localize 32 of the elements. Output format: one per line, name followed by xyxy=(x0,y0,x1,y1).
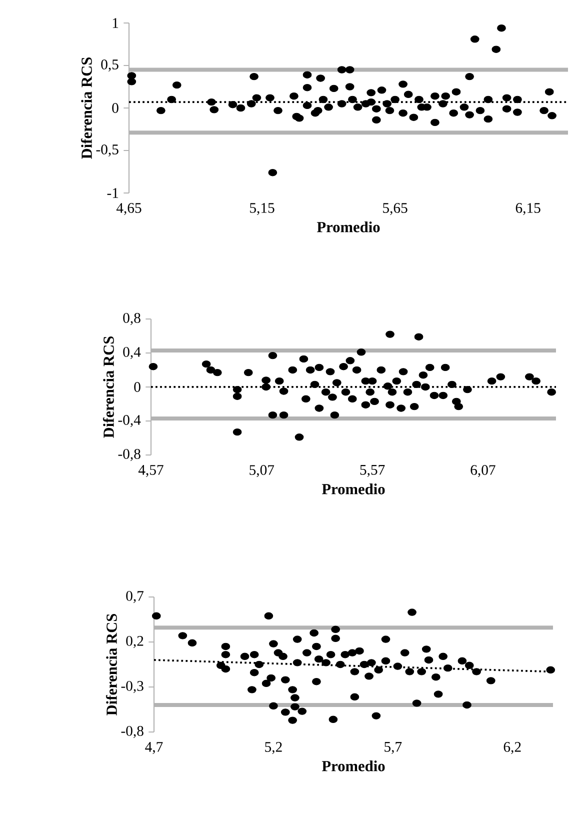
x-tick-label: 4,65 xyxy=(116,203,142,216)
x-tick-label: 5,07 xyxy=(250,465,274,478)
y-tick-label: 0 xyxy=(134,382,140,392)
y-tick-label: 0,4 xyxy=(123,346,141,359)
y-tick-label: -1 xyxy=(107,188,118,198)
x-tick-label: 4,7 xyxy=(145,742,163,754)
y-tick-label: 0 xyxy=(112,103,118,113)
x-tick-label: 5,7 xyxy=(384,742,402,754)
y-tick-label: -0,8 xyxy=(121,726,144,738)
x-axis-title: Promedio xyxy=(322,760,385,772)
y-axis-title: Diferencia RCS xyxy=(80,57,92,159)
y-tick-label: 0,7 xyxy=(126,590,144,603)
y-tick-label: -0,5 xyxy=(96,144,118,157)
x-axis-title: Promedio xyxy=(316,221,380,232)
x-tick-label: 5,2 xyxy=(265,742,282,754)
x-tick-label: 6,2 xyxy=(504,742,521,754)
x-tick-label: 5,15 xyxy=(250,203,274,215)
x-axis-title: Promedio xyxy=(322,484,385,494)
y-tick-label: 1 xyxy=(112,18,118,28)
x-tick-label: 4,57 xyxy=(138,465,164,477)
y-axis-title: Diferencia RCS xyxy=(106,614,117,716)
y-tick-label: -0,3 xyxy=(121,680,144,693)
x-tick-label: 6,15 xyxy=(516,203,540,216)
x-tick-label: 5,57 xyxy=(360,465,385,477)
y-tick-label: 0,5 xyxy=(101,60,118,72)
y-tick-label: 0,2 xyxy=(126,636,144,648)
y-tick-label: 0,8 xyxy=(123,312,140,325)
x-tick-label: 5,65 xyxy=(383,203,408,216)
y-axis-title: Diferencia RCS xyxy=(102,336,114,438)
x-tick-label: 6,07 xyxy=(470,465,496,478)
y-tick-label: -0,8 xyxy=(118,448,140,461)
y-tick-label: -0,4 xyxy=(118,415,141,427)
